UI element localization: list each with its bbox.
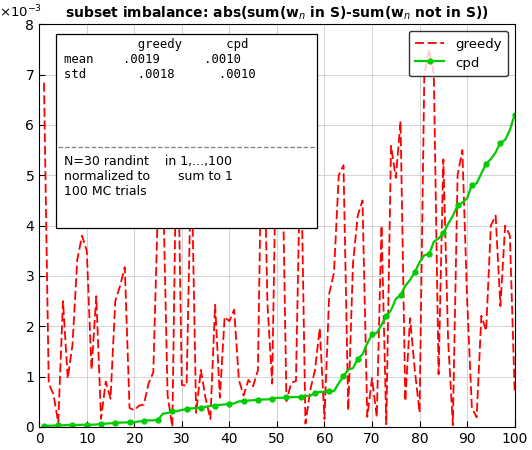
cpd [131, 419, 137, 425]
Text: $\times10^{-3}$: $\times10^{-3}$ [0, 4, 42, 20]
greedy [169, 424, 176, 430]
cpd [283, 395, 289, 400]
Text: greedy      cpd
mean    .0019      .0010
std       .0018      .0010: greedy cpd mean .0019 .0010 std .0018 .0… [64, 38, 256, 81]
cpd [150, 418, 156, 423]
cpd [41, 423, 47, 429]
greedy [497, 303, 504, 309]
greedy [483, 328, 489, 333]
greedy [150, 369, 156, 375]
Title: subset imbalance: abs(sum(w$_n$ in S)-sum(w$_n$ not in S)): subset imbalance: abs(sum(w$_n$ in S)-su… [65, 4, 489, 22]
greedy [131, 408, 137, 413]
Legend: greedy, cpd: greedy, cpd [409, 31, 508, 76]
Line: greedy: greedy [44, 50, 514, 427]
greedy [288, 380, 294, 386]
greedy [326, 291, 332, 296]
Bar [56, 34, 318, 228]
cpd [473, 181, 480, 186]
greedy [511, 388, 518, 394]
Text: N=30 randint    in 1,...,100
normalized to       sum to 1
100 MC trials: N=30 randint in 1,...,100 normalized to … [64, 155, 234, 198]
cpd [511, 112, 518, 117]
greedy [41, 80, 47, 86]
greedy [426, 47, 433, 52]
Line: cpd: cpd [41, 112, 517, 429]
cpd [488, 156, 494, 162]
cpd [321, 389, 328, 394]
